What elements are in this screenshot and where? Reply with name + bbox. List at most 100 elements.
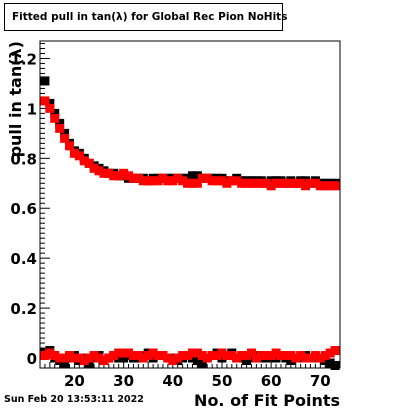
data-point <box>192 171 202 181</box>
y-tick-label: 0 <box>27 350 37 368</box>
data-point <box>94 166 104 176</box>
data-point <box>187 178 197 188</box>
data-point <box>128 173 138 183</box>
data-point <box>158 351 168 361</box>
data-point <box>40 96 50 106</box>
data-point <box>55 123 65 133</box>
data-point <box>114 353 124 363</box>
data-point <box>315 181 325 191</box>
data-point <box>296 178 306 188</box>
y-tick-label: 0.6 <box>10 200 37 218</box>
data-point <box>128 351 138 361</box>
data-point <box>60 358 70 368</box>
data-point <box>301 176 311 186</box>
data-point <box>325 348 335 358</box>
x-tick-label: 60 <box>261 372 282 390</box>
data-point <box>55 118 65 128</box>
data-point <box>320 181 330 191</box>
data-point <box>94 353 104 363</box>
data-point <box>50 108 60 118</box>
data-point <box>232 176 242 186</box>
timestamp: Sun Feb 20 13:53:11 2022 <box>4 394 144 405</box>
data-point <box>99 356 109 366</box>
data-point <box>222 351 232 361</box>
data-point <box>242 351 252 361</box>
data-point <box>79 156 89 166</box>
data-point <box>301 353 311 363</box>
data-point <box>207 176 217 186</box>
data-point <box>242 178 252 188</box>
data-point <box>227 351 237 361</box>
chart-title: Fitted pull in tan(λ) for Global Rec Pio… <box>12 11 288 23</box>
data-point <box>153 176 163 186</box>
data-point <box>286 351 296 361</box>
data-point <box>276 178 286 188</box>
data-point <box>202 173 212 183</box>
data-point <box>212 351 222 361</box>
data-point <box>109 351 119 361</box>
data-point <box>178 351 188 361</box>
data-point <box>45 98 55 108</box>
data-point <box>310 351 320 361</box>
y-tick-label: 0.8 <box>10 150 37 168</box>
x-axis-label: No. of Fit Points <box>194 391 340 409</box>
data-point <box>178 176 188 186</box>
data-point <box>124 171 134 181</box>
data-point <box>315 353 325 363</box>
data-point <box>296 351 306 361</box>
data-point <box>222 178 232 188</box>
data-point <box>40 76 50 86</box>
data-point <box>114 348 124 358</box>
data-point <box>84 358 94 368</box>
data-point <box>119 168 129 178</box>
data-point <box>50 351 60 361</box>
data-point <box>246 353 256 363</box>
data-point <box>330 361 340 371</box>
data-point <box>276 351 286 361</box>
data-point <box>183 178 193 188</box>
data-point <box>266 351 276 361</box>
data-point <box>217 353 227 363</box>
data-point <box>261 351 271 361</box>
y-axis-label: pull in tan(λ) <box>6 41 25 157</box>
data-point <box>266 181 276 191</box>
data-point <box>50 113 60 123</box>
data-point <box>60 133 70 143</box>
data-point <box>45 103 55 113</box>
data-point <box>212 176 222 186</box>
data-point <box>74 151 84 161</box>
data-point <box>192 178 202 188</box>
data-point <box>104 168 114 178</box>
data-point <box>133 173 143 183</box>
data-point <box>89 351 99 361</box>
data-point <box>173 173 183 183</box>
data-point <box>197 351 207 361</box>
data-point <box>227 176 237 186</box>
data-point <box>148 176 158 186</box>
data-point <box>251 178 261 188</box>
data-point <box>291 178 301 188</box>
x-tick-label: 70 <box>310 372 331 390</box>
data-point <box>286 178 296 188</box>
data-point <box>69 353 79 363</box>
data-point <box>84 353 94 363</box>
data-point <box>55 353 65 363</box>
x-tick-label: 20 <box>64 372 85 390</box>
data-point <box>138 176 148 186</box>
x-tick-label: 40 <box>162 372 183 390</box>
data-point <box>325 358 335 368</box>
data-point <box>183 351 193 361</box>
data-point <box>173 353 183 363</box>
data-point <box>246 348 256 358</box>
y-axis: 0 0.2 0.4 0.6 0.8 1 1.2 <box>10 42 50 368</box>
data-point <box>168 176 178 186</box>
data-point <box>89 163 99 173</box>
data-point <box>197 173 207 183</box>
data-point <box>202 353 212 363</box>
data-point <box>148 353 158 363</box>
data-point <box>60 128 70 138</box>
data-point <box>266 176 276 186</box>
data-point <box>45 348 55 358</box>
data-point <box>114 171 124 181</box>
